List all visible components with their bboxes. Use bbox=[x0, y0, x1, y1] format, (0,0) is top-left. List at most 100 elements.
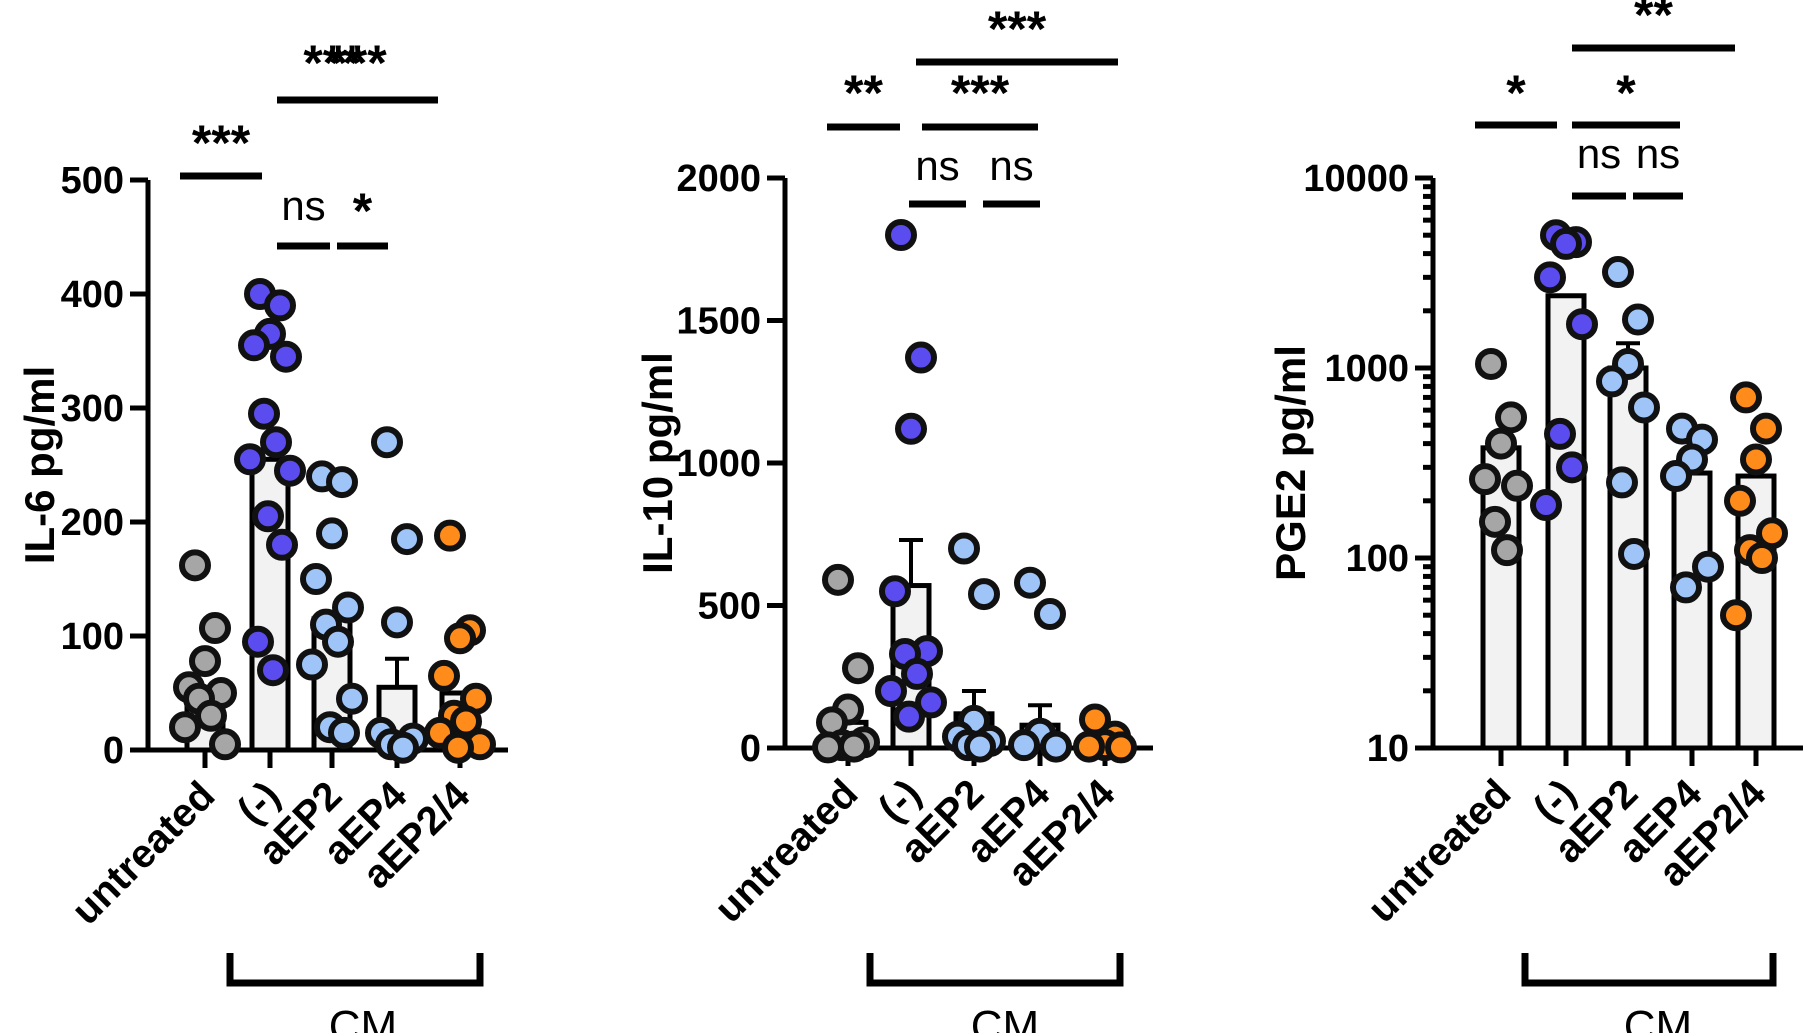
data-point bbox=[964, 730, 996, 763]
y-tick-label: 400 bbox=[61, 274, 124, 316]
data-point bbox=[248, 397, 280, 430]
significance-star-label: ** bbox=[1634, 0, 1673, 43]
bar-(-) bbox=[1545, 293, 1587, 751]
data-point bbox=[1014, 566, 1046, 599]
data-point bbox=[387, 731, 419, 764]
data-point bbox=[242, 625, 274, 658]
data-point bbox=[895, 412, 927, 445]
data-point bbox=[1660, 460, 1692, 493]
category-label: untreated bbox=[63, 773, 223, 933]
data-point bbox=[428, 659, 460, 692]
group-label: CM bbox=[971, 1002, 1039, 1033]
data-point bbox=[264, 289, 296, 322]
data-point bbox=[968, 578, 1000, 611]
y-tick-label: 10000 bbox=[1303, 158, 1409, 200]
bar-aEP4 bbox=[1671, 470, 1713, 751]
group-bracket bbox=[866, 953, 1124, 987]
data-point bbox=[1040, 730, 1072, 763]
data-point bbox=[901, 657, 933, 690]
data-point bbox=[444, 622, 476, 655]
data-point bbox=[270, 340, 302, 373]
data-point bbox=[442, 731, 474, 764]
significance-star-label: *** bbox=[988, 1, 1047, 57]
data-point bbox=[893, 700, 925, 733]
data-point bbox=[434, 519, 466, 552]
data-point bbox=[1692, 550, 1724, 583]
significance-star-label: *** bbox=[951, 65, 1010, 121]
data-point bbox=[1550, 227, 1582, 260]
data-point bbox=[371, 426, 403, 459]
y-tick-label: 200 bbox=[61, 502, 124, 544]
data-point bbox=[948, 532, 980, 565]
data-point bbox=[822, 563, 854, 596]
significance-star-label: * bbox=[1506, 65, 1526, 121]
data-point bbox=[885, 219, 917, 251]
data-point bbox=[316, 517, 348, 550]
data-point bbox=[238, 329, 270, 362]
data-point bbox=[199, 612, 231, 645]
significance-star-label: * bbox=[353, 183, 373, 239]
data-point bbox=[332, 591, 364, 624]
data-point bbox=[1746, 542, 1778, 574]
data-point bbox=[1534, 261, 1566, 294]
y-tick-label: 1000 bbox=[676, 443, 761, 485]
significance-star-label: *** bbox=[303, 35, 362, 91]
data-point bbox=[209, 728, 241, 761]
data-point bbox=[326, 466, 358, 499]
data-point bbox=[300, 563, 332, 595]
data-point bbox=[1485, 427, 1517, 460]
data-point bbox=[260, 426, 292, 459]
y-axis-title: PGE2 pg/ml bbox=[1267, 345, 1314, 581]
y-tick-label: 10 bbox=[1367, 728, 1409, 770]
category-label: untreated bbox=[706, 771, 866, 931]
data-point bbox=[328, 716, 360, 749]
y-tick-label: 500 bbox=[698, 586, 761, 628]
y-tick-label: 100 bbox=[61, 616, 124, 658]
data-point bbox=[915, 686, 947, 719]
data-point bbox=[169, 711, 201, 744]
significance-star-label: *** bbox=[192, 115, 251, 171]
data-point bbox=[1105, 731, 1137, 764]
data-point bbox=[234, 443, 266, 476]
y-tick-label: 2000 bbox=[676, 158, 761, 200]
y-axis-title: IL-10 pg/ml bbox=[634, 352, 681, 574]
significance-ns-label: ns bbox=[989, 142, 1033, 189]
data-point bbox=[1606, 466, 1638, 499]
data-point bbox=[1750, 412, 1782, 445]
significance-star-label: *** bbox=[328, 35, 387, 91]
data-point bbox=[842, 652, 874, 685]
y-axis-title: IL-6 pg/ml bbox=[16, 366, 63, 564]
data-point bbox=[1469, 463, 1501, 496]
data-point bbox=[879, 575, 911, 608]
significance-star-label: * bbox=[1616, 65, 1636, 121]
data-point bbox=[274, 454, 306, 487]
category-label: untreated bbox=[1359, 771, 1519, 931]
data-point bbox=[266, 528, 298, 561]
data-point bbox=[1740, 443, 1772, 476]
significance-star-label: ** bbox=[844, 65, 883, 121]
data-point bbox=[1008, 729, 1040, 762]
data-point bbox=[1602, 256, 1634, 289]
data-point bbox=[1501, 469, 1533, 502]
y-tick-label: 0 bbox=[103, 730, 124, 772]
data-point bbox=[1720, 599, 1752, 632]
group-label: CM bbox=[329, 1002, 397, 1033]
y-tick-label: 1500 bbox=[676, 301, 761, 343]
y-tick-label: 1000 bbox=[1324, 348, 1409, 390]
data-point bbox=[812, 731, 844, 764]
data-point bbox=[875, 675, 907, 707]
data-point bbox=[1544, 417, 1576, 450]
data-point bbox=[322, 625, 354, 658]
data-point bbox=[1034, 598, 1066, 631]
data-point bbox=[189, 645, 221, 678]
data-point bbox=[1479, 505, 1511, 538]
data-point bbox=[1556, 451, 1588, 484]
significance-ns-label: ns bbox=[1577, 130, 1621, 177]
data-point bbox=[1618, 537, 1650, 570]
data-point bbox=[1073, 730, 1105, 763]
group-label: CM bbox=[1624, 1002, 1692, 1033]
data-point bbox=[1566, 308, 1598, 341]
data-point bbox=[838, 730, 870, 763]
